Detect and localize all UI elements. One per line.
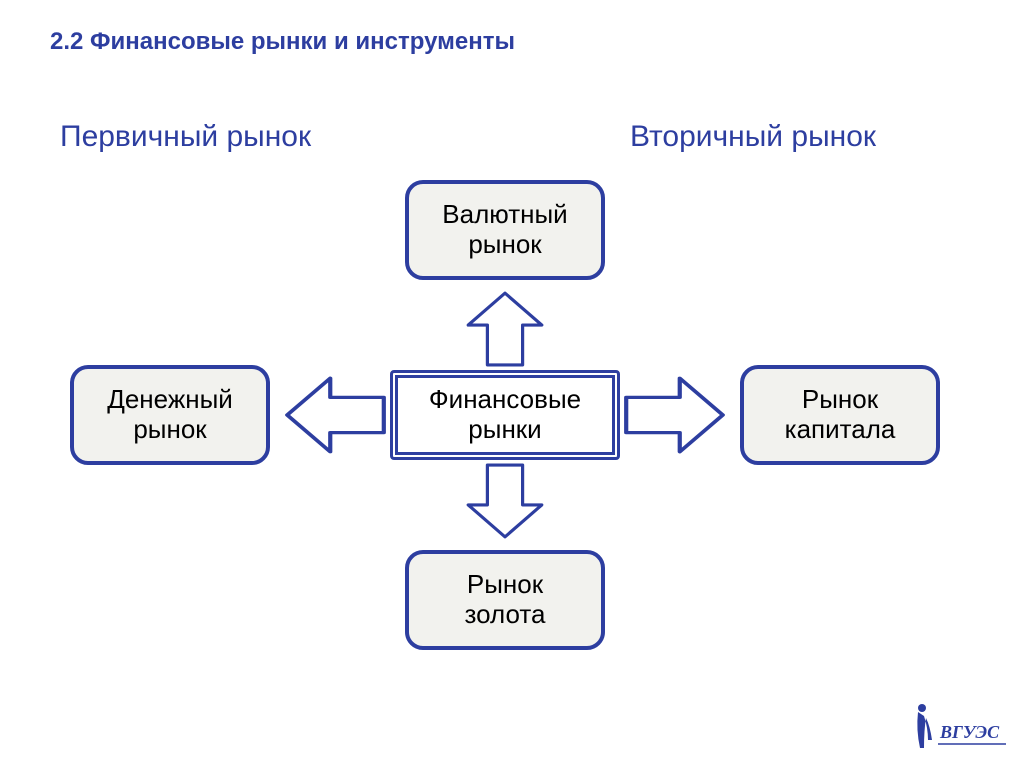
diagram-node-bottom-label: Рынокзолота <box>465 570 546 630</box>
diagram-node-top: Валютныйрынок <box>405 180 605 280</box>
subheading-secondary-market: Вторичный рынок <box>630 120 876 154</box>
diagram-center-label: Финансовыерынки <box>429 385 581 445</box>
slide-title: 2.2 Финансовые рынки и инструменты <box>50 28 515 56</box>
diagram-arrow-right <box>622 375 727 455</box>
diagram-node-right: Рыноккапитала <box>740 365 940 465</box>
subheading-primary-market: Первичный рынок <box>60 120 311 154</box>
diagram-arrow-down <box>465 462 545 540</box>
diagram-node-left: Денежныйрынок <box>70 365 270 465</box>
diagram-arrow-up <box>465 290 545 368</box>
diagram-node-right-label: Рыноккапитала <box>785 385 896 445</box>
diagram-node-bottom: Рынокзолота <box>405 550 605 650</box>
diagram-node-left-label: Денежныйрынок <box>107 385 233 445</box>
diagram-node-top-label: Валютныйрынок <box>442 200 567 260</box>
diagram-center-node: Финансовыерынки <box>390 370 620 460</box>
svg-text:ВГУЭС: ВГУЭС <box>939 722 1000 742</box>
diagram-arrow-left <box>283 375 388 455</box>
logo-vgues: ВГУЭС <box>910 700 1010 755</box>
